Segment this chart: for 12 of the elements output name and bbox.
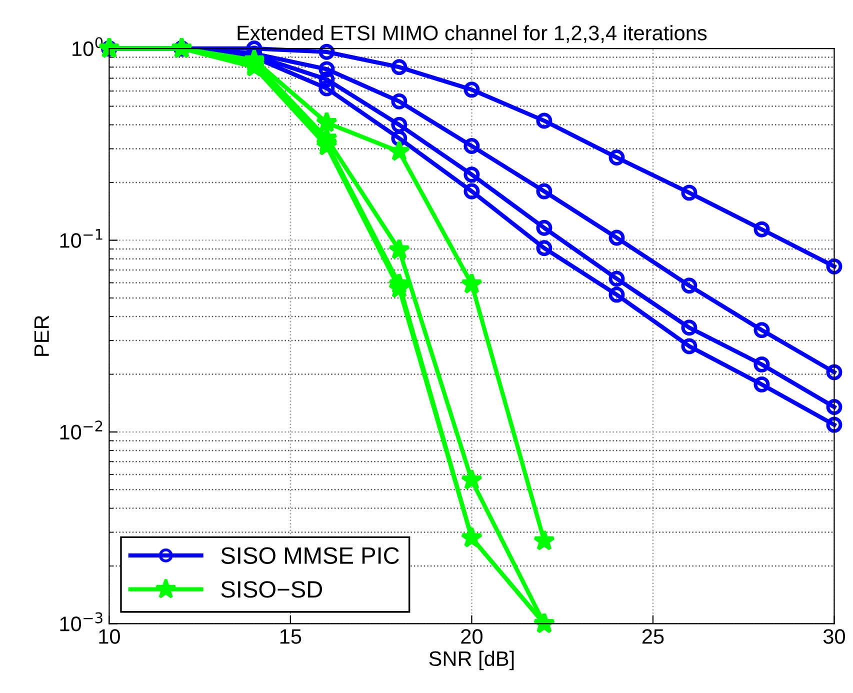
x-tick-label: 15 bbox=[280, 629, 302, 644]
y-axis-title: PER bbox=[34, 316, 49, 356]
legend-label: SISO MMSE PIC bbox=[221, 547, 399, 564]
x-axis-title: SNR [dB] bbox=[429, 650, 514, 670]
legend-label: SISO−SD bbox=[221, 581, 322, 598]
y-tick-label: 10$^{−2}$ bbox=[60, 420, 102, 440]
x-tick-label: 25 bbox=[642, 629, 664, 644]
chart-title: Extended ETSI MIMO channel for 1,2,3,4 iterations bbox=[238, 25, 707, 43]
x-tick-label: 30 bbox=[823, 629, 846, 644]
y-tick-label: 10$^{−1}$ bbox=[60, 229, 102, 248]
x-tick-label: 20 bbox=[461, 629, 482, 644]
x-tick-label: 10 bbox=[99, 629, 120, 644]
